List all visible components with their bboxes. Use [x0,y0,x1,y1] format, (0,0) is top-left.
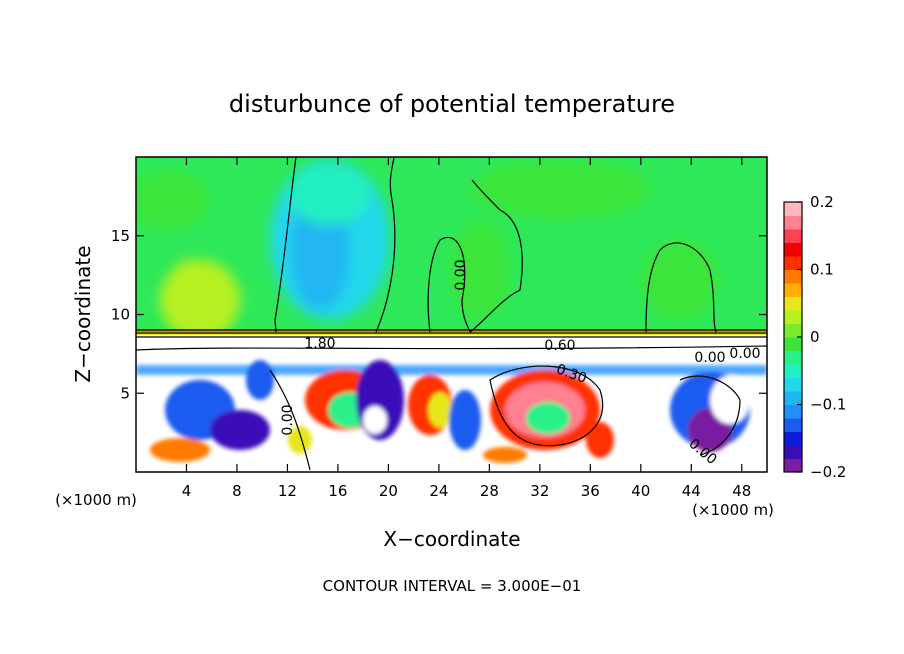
x-tick-label: 4 [182,482,192,500]
colorbar-tick-label: 0.2 [810,193,834,211]
colorbar-swatch [784,256,802,270]
colorbar-swatch [784,337,802,351]
colorbar-swatch [784,418,802,432]
colorbar-swatch [784,310,802,324]
x-tick-label: 12 [278,482,297,500]
colorbar-swatch [784,364,802,378]
colorbar: 0.2 0.1 0 −0.1 −0.2 [783,193,846,481]
x-tick-label: 48 [732,482,751,500]
colorbar-swatch [784,377,802,392]
x-tick-label: 20 [379,482,398,500]
x-tick-label: 40 [631,482,650,500]
colorbar-swatch [784,404,802,419]
x-axis-label: X−coordinate [383,527,520,551]
x-tick-label: 44 [682,482,701,500]
contour-label: 1.80 [304,336,335,352]
colorbar-swatch [784,445,802,459]
x-tick-label: 16 [328,482,347,500]
x-unit-right: (×1000 m) [692,501,774,519]
y-tick-label: 5 [120,384,130,402]
x-tick-label: 32 [530,482,549,500]
colorbar-swatch [784,323,802,338]
colorbar-tick-label: −0.2 [810,463,846,481]
contour-interval-note: CONTOUR INTERVAL = 3.000E−01 [323,577,582,595]
colorbar-tick-label: −0.1 [810,396,846,414]
x-unit-left: (×1000 m) [55,491,137,509]
colorbar-tick-label: 0.1 [810,261,834,279]
colorbar-swatch [784,296,802,311]
x-tick-label: 36 [581,482,600,500]
colorbar-swatch [784,391,802,405]
colorbar-swatch [784,202,802,216]
colorbar-swatch [784,269,802,284]
contour-label: 0.00 [729,346,760,362]
chart-title: disturbunce of potential temperature [229,90,675,118]
colorbar-swatch [784,215,802,230]
colorbar-swatch [784,431,802,446]
x-tick-label: 28 [480,482,499,500]
x-tick-label: 8 [232,482,242,500]
contour-label: 0.00 [694,350,725,366]
colorbar-swatch [784,229,802,243]
colorbar-swatch [784,350,802,365]
colorbar-swatch [784,283,802,297]
contour-label: 0.00 [280,404,296,435]
colorbar-swatch [784,458,802,473]
x-tick-label: 24 [429,482,448,500]
contour-label: 0.00 [453,259,469,290]
colorbar-swatch [784,242,802,257]
y-tick-label: 15 [111,227,130,245]
heatmap-field [136,157,767,472]
y-axis-label: Z−coordinate [71,245,95,382]
y-tick-label: 10 [111,306,130,324]
contour-label: 0.60 [544,338,575,354]
colorbar-tick-label: 0 [810,328,820,346]
